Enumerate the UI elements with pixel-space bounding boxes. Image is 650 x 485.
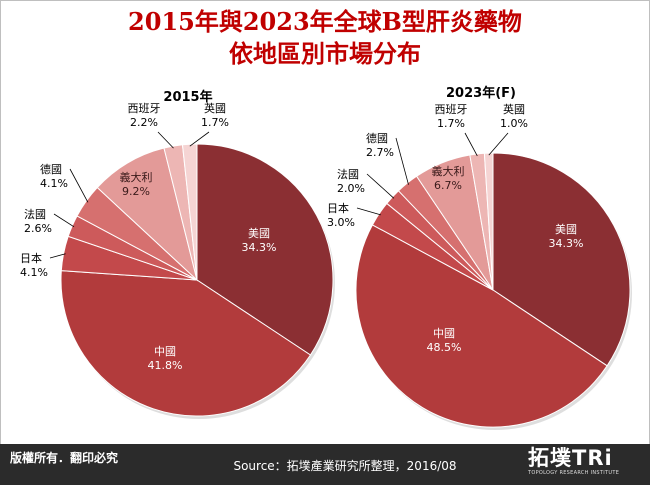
slice-label-7: 西班牙	[435, 103, 468, 116]
logo-main-text: 拓墣TRi	[528, 446, 613, 470]
slice-label-1: 美國	[555, 223, 577, 236]
slice-value-6: 6.7%	[434, 179, 462, 192]
leader-line-8	[189, 131, 210, 147]
slice-value-2: 41.8%	[148, 359, 183, 372]
tri-logo: 拓墣TRi TOPOLOGY RESEARCH INSTITUTE	[528, 445, 638, 481]
slice-label-2: 中國	[154, 345, 176, 358]
leader-line-3	[49, 253, 66, 259]
slice-label-8: 英國	[204, 101, 226, 115]
slice-label-1: 美國	[248, 227, 270, 240]
slice-value-1: 34.3%	[549, 237, 584, 250]
logo-sub-text: TOPOLOGY RESEARCH INSTITUTE	[528, 470, 620, 476]
leader-line-4	[53, 213, 75, 228]
leader-line-7	[464, 132, 478, 157]
slice-value-6: 9.2%	[122, 185, 150, 198]
slice-label-5: 德國	[366, 131, 388, 145]
slice-label-8: 英國	[503, 102, 525, 116]
slice-value-4: 2.0%	[337, 182, 365, 195]
slice-value-8: 1.0%	[500, 117, 528, 130]
pie-slice-2	[60, 270, 312, 417]
slice-label-4: 法國	[337, 167, 359, 181]
slice-value-3: 3.0%	[327, 216, 355, 229]
slice-label-7: 西班牙	[128, 102, 161, 115]
leader-line-4	[366, 173, 395, 199]
chart-title: 2023年(F)	[446, 85, 516, 101]
slice-label-4: 法國	[24, 207, 46, 221]
pie-slice-2	[355, 224, 608, 428]
slice-label-5: 德國	[40, 162, 62, 176]
slice-value-2: 48.5%	[427, 341, 462, 354]
leader-line-7	[157, 131, 174, 149]
slice-value-4: 2.6%	[24, 222, 52, 235]
chart-title: 2015年	[163, 89, 212, 105]
title-line-2: 依地區別市場分布	[229, 39, 421, 68]
slice-label-6: 義大利	[432, 164, 465, 178]
slice-label-6: 義大利	[120, 170, 153, 184]
slice-value-8: 1.7%	[201, 116, 229, 129]
slice-label-2: 中國	[433, 327, 455, 340]
source-text: Source：拓墣產業研究所整理，2016/08	[233, 459, 457, 473]
slice-label-3: 日本	[327, 201, 349, 215]
pie-slice-8	[181, 143, 198, 281]
slice-value-1: 34.3%	[242, 241, 277, 254]
leader-line-3	[356, 207, 381, 216]
slice-value-5: 2.7%	[366, 146, 394, 159]
slice-value-7: 2.2%	[130, 116, 158, 129]
slice-value-5: 4.1%	[40, 177, 68, 190]
footer-bar	[0, 444, 650, 485]
pie-slice-8	[483, 152, 494, 291]
leader-line-5	[69, 168, 89, 203]
page-title: 2015年與2023年全球B型肝炎藥物 依地區別市場分布	[0, 6, 650, 70]
slice-label-3: 日本	[20, 251, 42, 265]
slice-value-3: 4.1%	[20, 266, 48, 279]
copyright-text: 版權所有．翻印必究	[10, 451, 119, 465]
slice-value-7: 1.7%	[437, 117, 465, 130]
title-line-1: 2015年與2023年全球B型肝炎藥物	[128, 7, 522, 36]
leader-line-8	[488, 132, 509, 156]
leader-line-5	[395, 137, 409, 185]
